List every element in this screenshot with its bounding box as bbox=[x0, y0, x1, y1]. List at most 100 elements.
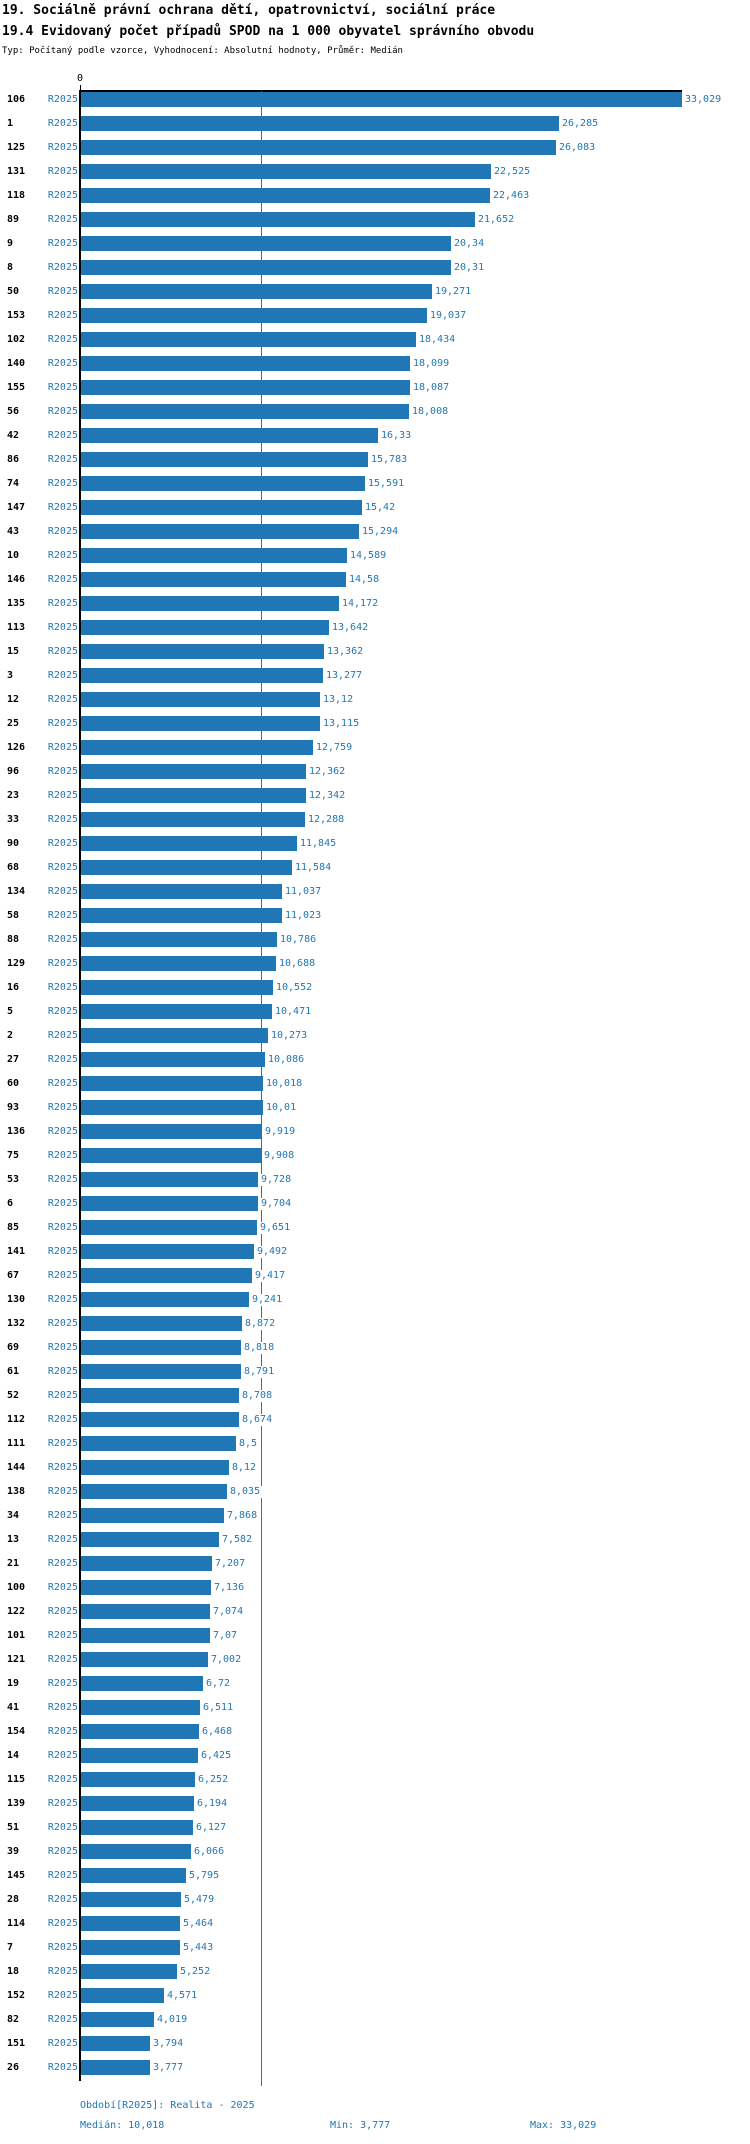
bar[interactable] bbox=[81, 1868, 186, 1883]
bar[interactable] bbox=[81, 740, 313, 755]
bar[interactable] bbox=[81, 1100, 263, 1115]
bar[interactable] bbox=[81, 2036, 150, 2051]
bar[interactable] bbox=[81, 260, 451, 275]
bar[interactable] bbox=[81, 1892, 181, 1907]
bar[interactable] bbox=[81, 1844, 191, 1859]
bar[interactable] bbox=[81, 1556, 212, 1571]
bar[interactable] bbox=[81, 1316, 242, 1331]
bar[interactable] bbox=[81, 764, 306, 779]
bar[interactable] bbox=[81, 1604, 210, 1619]
bar[interactable] bbox=[81, 932, 277, 947]
chart-row: 34 R2025 7,868 bbox=[0, 1508, 750, 1523]
bar[interactable] bbox=[81, 1508, 224, 1523]
chart-row: 39 R2025 6,066 bbox=[0, 1844, 750, 1859]
bar[interactable] bbox=[81, 1820, 193, 1835]
bar[interactable] bbox=[81, 524, 359, 539]
bar[interactable] bbox=[81, 644, 324, 659]
bar[interactable] bbox=[81, 812, 305, 827]
row-period-label: R2025 bbox=[47, 1558, 78, 1569]
footer-min: Min: 3,777 bbox=[330, 2120, 391, 2131]
bar[interactable] bbox=[81, 596, 339, 611]
bar[interactable] bbox=[81, 1412, 239, 1427]
bar[interactable] bbox=[81, 1148, 261, 1163]
chart-row: 101 R2025 7,07 bbox=[0, 1628, 750, 1643]
bar[interactable] bbox=[81, 1292, 249, 1307]
bar[interactable] bbox=[81, 1196, 258, 1211]
bar[interactable] bbox=[81, 308, 427, 323]
bar[interactable] bbox=[81, 788, 306, 803]
bar[interactable] bbox=[81, 1220, 257, 1235]
bar[interactable] bbox=[81, 1796, 194, 1811]
bar[interactable] bbox=[81, 1004, 272, 1019]
bar[interactable] bbox=[81, 1388, 239, 1403]
bar-value-label: 15,42 bbox=[363, 502, 398, 514]
bar[interactable] bbox=[81, 884, 282, 899]
bar[interactable] bbox=[81, 1628, 210, 1643]
bar[interactable] bbox=[81, 2012, 154, 2027]
bar[interactable] bbox=[81, 500, 362, 515]
bar[interactable] bbox=[81, 1988, 164, 2003]
bar-value-label: 19,271 bbox=[433, 286, 474, 298]
bar[interactable] bbox=[81, 1532, 219, 1547]
bar[interactable] bbox=[81, 1364, 241, 1379]
bar[interactable] bbox=[81, 1652, 208, 1667]
bar[interactable] bbox=[81, 1484, 227, 1499]
bar[interactable] bbox=[81, 284, 432, 299]
chart-row: 139 R2025 6,194 bbox=[0, 1796, 750, 1811]
row-id-label: 126 bbox=[7, 742, 26, 753]
bar[interactable] bbox=[81, 1460, 229, 1475]
bar[interactable] bbox=[81, 1772, 195, 1787]
bar[interactable] bbox=[81, 548, 347, 563]
bar[interactable] bbox=[81, 116, 559, 131]
bar[interactable] bbox=[81, 404, 409, 419]
bar[interactable] bbox=[81, 1724, 199, 1739]
bar[interactable] bbox=[81, 1580, 211, 1595]
bar[interactable] bbox=[81, 428, 378, 443]
bar[interactable] bbox=[81, 1028, 268, 1043]
bar[interactable] bbox=[81, 1964, 177, 1979]
bar[interactable] bbox=[81, 908, 282, 923]
row-id-label: 1 bbox=[7, 118, 14, 129]
bar[interactable] bbox=[81, 836, 297, 851]
bar[interactable] bbox=[81, 164, 491, 179]
bar[interactable] bbox=[81, 140, 556, 155]
bar[interactable] bbox=[81, 452, 368, 467]
bar[interactable] bbox=[81, 572, 346, 587]
bar[interactable] bbox=[81, 1076, 263, 1091]
bar[interactable] bbox=[81, 2060, 150, 2075]
bar[interactable] bbox=[81, 1676, 203, 1691]
bar[interactable] bbox=[81, 212, 475, 227]
bar[interactable] bbox=[81, 1052, 265, 1067]
bar[interactable] bbox=[81, 716, 320, 731]
bar[interactable] bbox=[81, 1916, 180, 1931]
bar[interactable] bbox=[81, 1124, 262, 1139]
bar[interactable] bbox=[81, 980, 273, 995]
bar[interactable] bbox=[81, 188, 490, 203]
row-period-label: R2025 bbox=[47, 886, 78, 897]
row-period-label: R2025 bbox=[47, 190, 78, 201]
bar[interactable] bbox=[81, 692, 320, 707]
bar[interactable] bbox=[81, 1244, 254, 1259]
bar[interactable] bbox=[81, 1268, 252, 1283]
bar[interactable] bbox=[81, 476, 365, 491]
row-id-label: 85 bbox=[7, 1222, 20, 1233]
bar[interactable] bbox=[81, 620, 329, 635]
bar[interactable] bbox=[81, 1172, 258, 1187]
bar[interactable] bbox=[81, 668, 323, 683]
chart-row: 53 R2025 9,728 bbox=[0, 1172, 750, 1187]
bar[interactable] bbox=[81, 236, 451, 251]
bar[interactable] bbox=[81, 1340, 241, 1355]
chart-row: 67 R2025 9,417 bbox=[0, 1268, 750, 1283]
bar[interactable] bbox=[81, 380, 410, 395]
chart-row: 129 R2025 10,688 bbox=[0, 956, 750, 971]
bar[interactable] bbox=[81, 356, 410, 371]
bar[interactable] bbox=[81, 1748, 198, 1763]
bar[interactable] bbox=[81, 1700, 200, 1715]
chart-row: 10 R2025 14,589 bbox=[0, 548, 750, 563]
bar[interactable] bbox=[81, 332, 416, 347]
bar[interactable] bbox=[81, 92, 682, 107]
bar[interactable] bbox=[81, 1940, 180, 1955]
bar[interactable] bbox=[81, 1436, 236, 1451]
bar[interactable] bbox=[81, 956, 276, 971]
bar[interactable] bbox=[81, 860, 292, 875]
